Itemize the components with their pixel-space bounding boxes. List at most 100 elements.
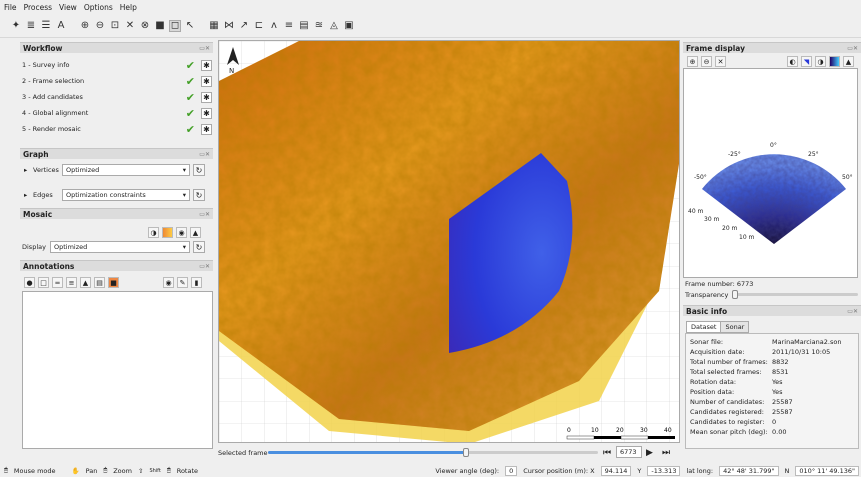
info-key: Acquisition date: (690, 348, 745, 356)
grid-icon[interactable]: ▦ (209, 20, 219, 31)
filter-icon[interactable]: ◐ (787, 56, 798, 67)
pan-mode-icon[interactable]: ◻ (169, 19, 181, 32)
menu-view[interactable]: View (59, 2, 77, 12)
zoom-out-icon[interactable]: ⊖ (95, 20, 105, 31)
layers-icon[interactable]: ≣ (26, 20, 36, 31)
vertices-expand-icon[interactable]: ▸ (24, 166, 28, 174)
frame-view[interactable]: 0° -25° 25° -50° 50° 40 m 30 m 20 m 10 m (683, 68, 858, 278)
list-icon[interactable]: ☰ (41, 20, 51, 31)
frame-number-value: 6773 (620, 448, 637, 456)
graph-icon[interactable]: ⋈ (224, 20, 234, 31)
frame-slider[interactable] (268, 448, 598, 457)
frame-number-input[interactable]: 6773 (616, 446, 642, 458)
transparency-slider[interactable] (732, 290, 858, 299)
frame-icon[interactable]: ⊏ (254, 20, 264, 31)
colormap-icon[interactable] (162, 227, 173, 238)
rect-icon[interactable]: □ (38, 277, 49, 288)
edges-select[interactable]: Optimization constraints ▾ (62, 189, 190, 201)
zoom-in-icon[interactable]: ⊕ (80, 20, 90, 31)
annotations-title: Annotations (23, 261, 75, 271)
zoom-out-icon[interactable]: ⊖ (701, 56, 712, 67)
delete-icon[interactable]: ▮ (191, 277, 202, 288)
gear-icon[interactable]: ✱ (201, 107, 212, 119)
menu-process[interactable]: Process (23, 2, 53, 12)
panel-float-icon[interactable]: ▭✕ (199, 210, 210, 218)
gear-icon[interactable]: ✱ (201, 91, 212, 103)
image-icon[interactable]: ▲ (190, 227, 201, 238)
menu-help[interactable]: Help (119, 2, 137, 12)
colormap-icon[interactable] (829, 56, 840, 67)
gear-icon[interactable]: ✱ (201, 123, 212, 135)
refresh-icon[interactable]: ↻ (193, 241, 205, 253)
tab-dataset[interactable]: Dataset (686, 321, 722, 333)
image-icon[interactable]: ▲ (843, 56, 854, 67)
workflow-step-label: 4 - Global alignment (22, 109, 89, 117)
mosaic-view[interactable]: N 0 10 20 30 40 (218, 40, 680, 443)
layer-icon[interactable]: ◉ (176, 227, 187, 238)
color-icon[interactable]: ■ (108, 277, 119, 288)
panel-float-icon[interactable]: ▭✕ (199, 44, 210, 52)
stack-icon[interactable]: ≊ (314, 20, 324, 31)
edit-icon[interactable]: ✎ (177, 277, 188, 288)
contrast-icon[interactable]: ◑ (148, 227, 159, 238)
menu-file[interactable]: File (4, 2, 17, 12)
marker-icon[interactable]: ● (24, 277, 35, 288)
scale-tick-label: 40 (664, 427, 672, 434)
zoom-in-icon[interactable]: ⊕ (687, 56, 698, 67)
camera-icon[interactable]: ■ (155, 20, 165, 31)
pointer-icon[interactable]: ↖ (185, 20, 195, 31)
last-frame-icon[interactable]: ⏭ (662, 448, 671, 458)
polyline-icon[interactable]: ≡ (66, 277, 77, 288)
gear-icon[interactable]: ✱ (201, 75, 212, 87)
toolbar: ✦ ≣ ☰ A ⊕ ⊖ ⊡ ✕ ⊗ ■ ◻ ↖ ▦ ⋈ ↗ ⊏ ᴧ ≡ ▤ ≊ … (0, 14, 861, 38)
tab-sonar[interactable]: Sonar (721, 321, 750, 333)
selected-frame-label: Selected frame (218, 449, 268, 457)
check-icon: ✔ (185, 90, 195, 104)
latitude-value: 42° 48' 31.799" (719, 465, 779, 476)
chevron-down-icon: ▾ (182, 166, 186, 174)
info-row: Rotation data: Yes (690, 378, 860, 386)
workflow-title: Workflow (23, 43, 63, 53)
workflow-step-label: 5 - Render mosaic (22, 125, 81, 133)
play-icon[interactable]: ▶ (646, 448, 653, 458)
first-frame-icon[interactable]: ⏮ (603, 448, 612, 458)
text-tool-icon[interactable]: A (57, 20, 65, 31)
panel-float-icon[interactable]: ▭✕ (847, 307, 858, 315)
polygon-icon[interactable]: ▲ (80, 277, 91, 288)
check-icon: ✔ (185, 122, 195, 136)
polar-icon[interactable]: ◥ (801, 56, 812, 67)
fit-icon[interactable]: ✕ (715, 56, 726, 67)
gear-icon[interactable]: ✱ (201, 59, 212, 71)
zoom-region-icon[interactable]: ⊡ (110, 20, 120, 31)
ruler-icon[interactable]: ◬ (330, 20, 338, 31)
refresh-icon[interactable]: ↻ (193, 164, 205, 176)
path-icon[interactable]: ↗ (239, 20, 249, 31)
frame-slider-handle[interactable] (463, 448, 469, 457)
contrast-icon[interactable]: ◑ (815, 56, 826, 67)
table-icon[interactable]: ▤ (299, 20, 309, 31)
panel-float-icon[interactable]: ▭✕ (199, 150, 210, 158)
rotate-label: Rotate (176, 466, 198, 475)
text-icon[interactable]: ▤ (94, 277, 105, 288)
north-icon[interactable]: ᴧ (271, 20, 277, 31)
display-select[interactable]: Optimized ▾ (50, 241, 190, 253)
edges-expand-icon[interactable]: ▸ (24, 191, 28, 199)
fit-icon[interactable]: ✕ (125, 20, 135, 31)
vertices-select[interactable]: Optimized ▾ (62, 164, 190, 176)
rotate-mouse-icon: 🖱 (166, 466, 171, 474)
info-value: 8832 (772, 358, 789, 366)
lines-icon[interactable]: ≡ (284, 20, 294, 31)
zoom-icon[interactable]: ⊗ (140, 20, 150, 31)
panel-float-icon[interactable]: ▭✕ (847, 44, 858, 52)
menu-options[interactable]: Options (83, 2, 113, 12)
info-key: Rotation data: (690, 378, 737, 386)
graph-header: Graph ▭✕ (20, 148, 213, 159)
refresh-icon[interactable]: ↻ (193, 189, 205, 201)
annotations-list[interactable] (22, 291, 213, 449)
line-icon[interactable]: ═ (52, 277, 63, 288)
visibility-icon[interactable]: ◉ (163, 277, 174, 288)
export-icon[interactable]: ▣ (344, 20, 354, 31)
wizard-icon[interactable]: ✦ (11, 20, 21, 31)
panel-float-icon[interactable]: ▭✕ (199, 262, 210, 270)
transparency-handle[interactable] (732, 290, 738, 299)
